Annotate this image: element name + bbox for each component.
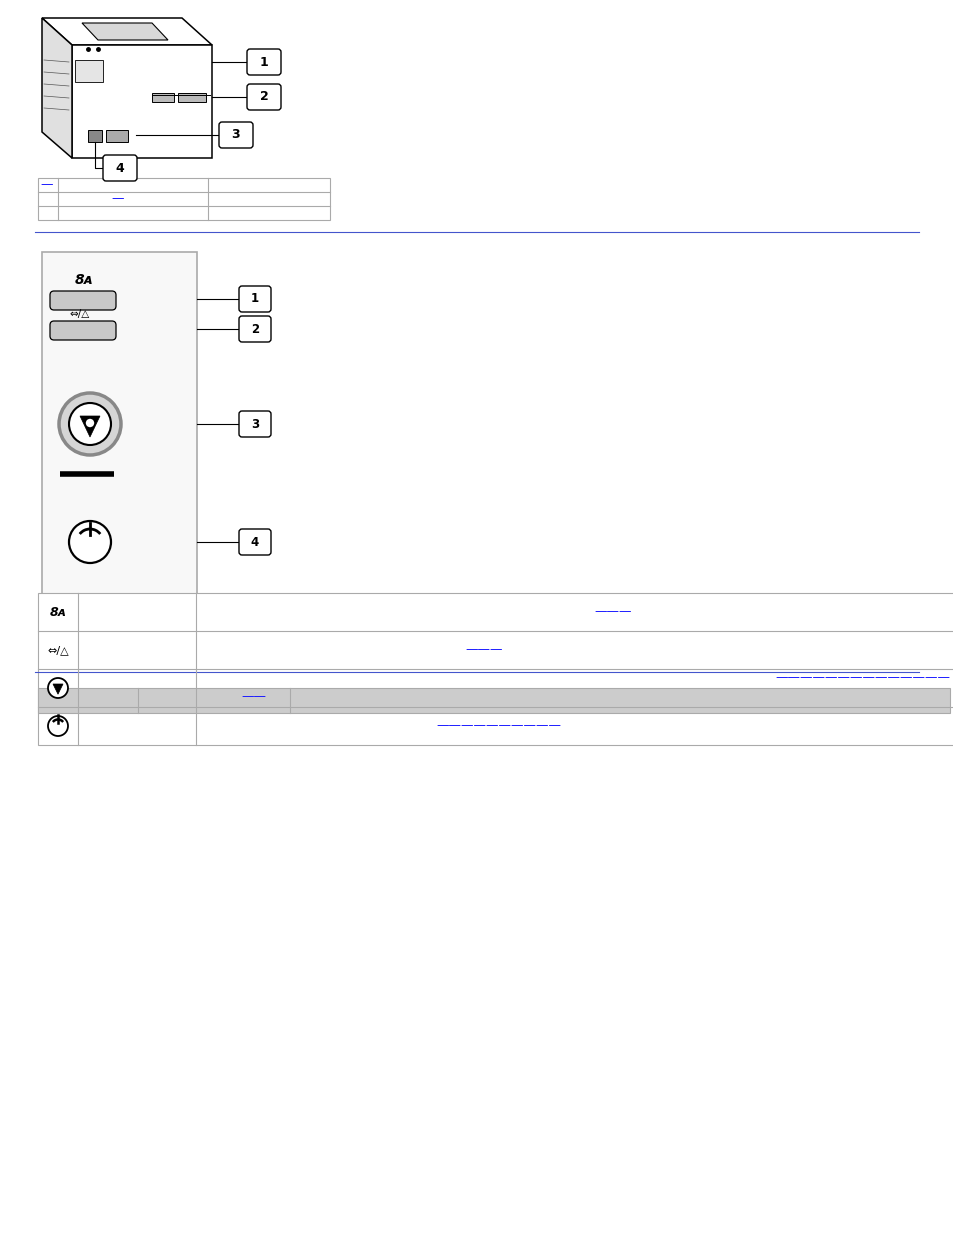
- Text: ⇔/△: ⇔/△: [70, 309, 90, 319]
- Text: 2: 2: [251, 322, 259, 336]
- FancyBboxPatch shape: [239, 316, 271, 342]
- Polygon shape: [42, 19, 212, 44]
- Text: 4: 4: [251, 536, 259, 548]
- FancyBboxPatch shape: [88, 130, 102, 142]
- FancyBboxPatch shape: [50, 321, 116, 340]
- Bar: [38, 178, 330, 220]
- Circle shape: [86, 419, 94, 427]
- Text: 4: 4: [115, 162, 124, 174]
- FancyBboxPatch shape: [75, 61, 103, 82]
- FancyBboxPatch shape: [178, 93, 206, 103]
- Text: ——————————————: ——————————————: [775, 672, 949, 684]
- FancyBboxPatch shape: [247, 84, 281, 110]
- FancyBboxPatch shape: [50, 291, 116, 310]
- Text: 3: 3: [232, 128, 240, 142]
- Text: 8ᴀ: 8ᴀ: [74, 273, 93, 287]
- Text: —: —: [112, 193, 124, 205]
- Text: ——: ——: [241, 690, 266, 704]
- FancyBboxPatch shape: [239, 411, 271, 437]
- Text: 1: 1: [251, 293, 259, 305]
- Polygon shape: [82, 23, 168, 40]
- Polygon shape: [53, 684, 63, 694]
- FancyBboxPatch shape: [247, 49, 281, 75]
- Circle shape: [69, 403, 111, 445]
- Circle shape: [48, 716, 68, 736]
- Circle shape: [59, 393, 121, 454]
- Text: 8ᴀ: 8ᴀ: [50, 605, 67, 619]
- FancyBboxPatch shape: [152, 93, 173, 103]
- FancyBboxPatch shape: [219, 122, 253, 148]
- Text: ———: ———: [594, 605, 631, 619]
- Text: —: —: [41, 179, 53, 191]
- Text: 3: 3: [251, 417, 259, 431]
- Circle shape: [69, 521, 111, 563]
- Bar: [38, 688, 949, 713]
- Text: 1: 1: [259, 56, 268, 68]
- FancyBboxPatch shape: [103, 156, 137, 182]
- FancyBboxPatch shape: [239, 287, 271, 312]
- Bar: [38, 593, 953, 745]
- Text: ———: ———: [465, 643, 502, 657]
- Text: ⇔/△: ⇔/△: [47, 645, 69, 655]
- FancyBboxPatch shape: [106, 130, 128, 142]
- Polygon shape: [71, 44, 212, 158]
- FancyBboxPatch shape: [42, 252, 196, 597]
- Text: 2: 2: [259, 90, 268, 104]
- Circle shape: [48, 678, 68, 698]
- Polygon shape: [80, 416, 100, 437]
- FancyBboxPatch shape: [239, 529, 271, 555]
- Text: ——————————: ——————————: [436, 720, 561, 732]
- Polygon shape: [42, 19, 71, 158]
